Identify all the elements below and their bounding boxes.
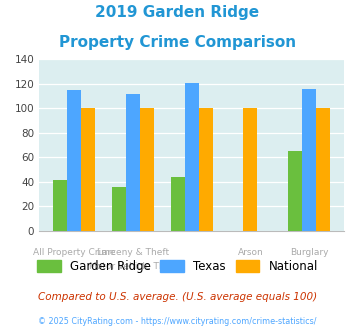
Bar bbox=[126, 94, 140, 231]
Text: All Property Crime: All Property Crime bbox=[33, 248, 115, 257]
Text: Compared to U.S. average. (U.S. average equals 100): Compared to U.S. average. (U.S. average … bbox=[38, 292, 317, 302]
Bar bbox=[53, 180, 67, 231]
Bar bbox=[170, 177, 185, 231]
Bar bbox=[67, 90, 81, 231]
Text: 2019 Garden Ridge: 2019 Garden Ridge bbox=[95, 5, 260, 20]
Text: Burglary: Burglary bbox=[290, 248, 328, 257]
Bar bbox=[302, 89, 316, 231]
Bar bbox=[244, 109, 257, 231]
Bar bbox=[81, 109, 95, 231]
Text: Property Crime Comparison: Property Crime Comparison bbox=[59, 35, 296, 50]
Bar bbox=[112, 187, 126, 231]
Bar bbox=[199, 109, 213, 231]
Bar bbox=[140, 109, 154, 231]
Bar bbox=[316, 109, 330, 231]
Text: © 2025 CityRating.com - https://www.cityrating.com/crime-statistics/: © 2025 CityRating.com - https://www.city… bbox=[38, 317, 317, 326]
Bar bbox=[185, 83, 199, 231]
Text: Motor Vehicle Theft: Motor Vehicle Theft bbox=[89, 262, 177, 271]
Text: Arson: Arson bbox=[237, 248, 263, 257]
Bar bbox=[288, 151, 302, 231]
Legend: Garden Ridge, Texas, National: Garden Ridge, Texas, National bbox=[32, 255, 323, 278]
Text: Larceny & Theft: Larceny & Theft bbox=[97, 248, 169, 257]
